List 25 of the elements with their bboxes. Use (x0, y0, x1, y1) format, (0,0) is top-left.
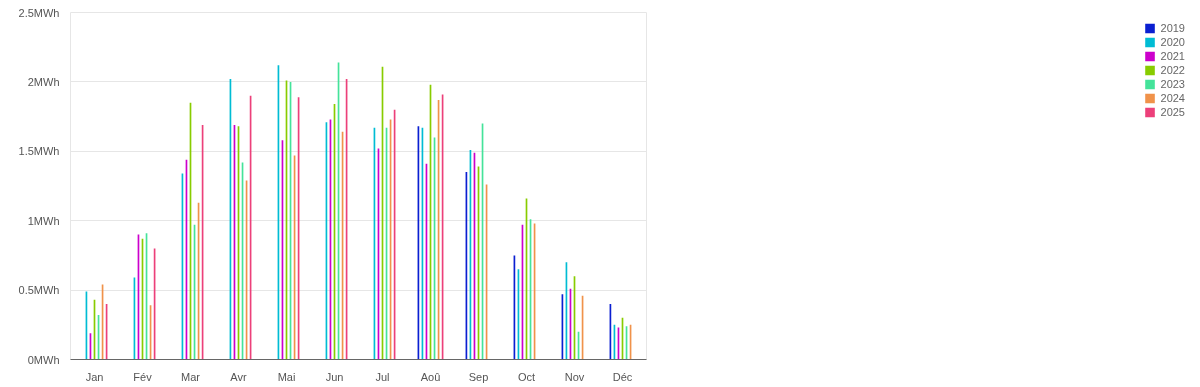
x-tick-label: Mai (277, 370, 296, 383)
x-tick-label: Déc (612, 370, 633, 383)
x-tick-label: Nov (564, 370, 585, 383)
legend-label: 2021 (1160, 50, 1185, 62)
x-tick-label: Fév (133, 370, 153, 383)
x-tick-label: Avr (230, 370, 247, 383)
legend-label: 2024 (1160, 92, 1185, 104)
y-tick-label: 2.5MWh (18, 6, 60, 19)
y-tick-label: 1.5MWh (18, 145, 60, 158)
x-tick-label: Aoû (420, 370, 441, 383)
legend-label: 2025 (1160, 106, 1185, 118)
x-tick-label: Mar (181, 370, 201, 383)
x-tick-label: Jan (85, 370, 104, 383)
legend-label: 2019 (1160, 22, 1185, 34)
x-tick-label: Jul (375, 370, 390, 383)
x-tick-label: Sep (468, 370, 489, 383)
legend-label: 2023 (1160, 78, 1185, 90)
legend-label: 2020 (1160, 36, 1185, 48)
y-tick-label: 0MWh (27, 353, 60, 366)
y-tick-label: 2MWh (27, 75, 60, 88)
x-tick-label: Jun (325, 370, 344, 383)
y-tick-label: 0.5MWh (18, 284, 60, 297)
legend-label: 2022 (1160, 64, 1185, 76)
y-tick-label: 1MWh (27, 214, 60, 227)
x-tick-label: Oct (517, 370, 536, 383)
